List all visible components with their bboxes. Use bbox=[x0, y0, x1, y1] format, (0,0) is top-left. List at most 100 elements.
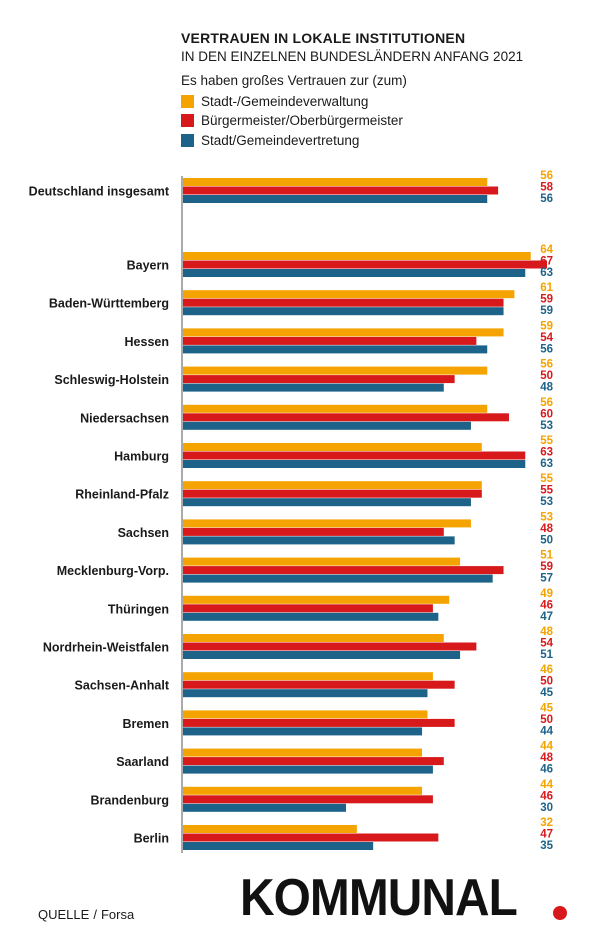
data-label: 50 bbox=[540, 370, 553, 382]
bar-vertretung bbox=[183, 498, 471, 507]
data-label: 55 bbox=[540, 473, 553, 485]
legend-label: Bürgermeister/Oberbürgermeister bbox=[201, 112, 403, 128]
legend-item-buergermeister: Bürgermeister/Oberbürgermeister bbox=[181, 112, 403, 128]
data-label: 56 bbox=[540, 193, 553, 205]
data-label: 44 bbox=[540, 741, 553, 753]
data-label: 56 bbox=[540, 170, 553, 182]
data-label: 63 bbox=[540, 267, 553, 279]
category-label: Sachsen bbox=[118, 526, 169, 540]
bar-verwaltung bbox=[183, 634, 444, 642]
source-name: Forsa bbox=[100, 907, 135, 922]
data-label: 45 bbox=[540, 702, 553, 714]
data-label: 46 bbox=[540, 664, 553, 676]
source-separator: / bbox=[93, 907, 97, 922]
bar-verwaltung bbox=[183, 748, 423, 757]
data-label: 54 bbox=[540, 332, 553, 344]
bar-vertretung bbox=[183, 651, 461, 659]
bar-verwaltung bbox=[183, 710, 428, 719]
bar-vertretung bbox=[183, 421, 471, 430]
data-label: 35 bbox=[540, 840, 553, 852]
bar-buergermeister bbox=[183, 566, 504, 575]
category-label: Hamburg bbox=[114, 450, 169, 464]
data-label: 48 bbox=[540, 382, 553, 394]
data-label: 53 bbox=[540, 420, 553, 432]
category-label: Brandenburg bbox=[91, 793, 169, 807]
bar-verwaltung bbox=[183, 825, 357, 833]
bar-vertretung bbox=[183, 307, 504, 316]
bar-verwaltung bbox=[183, 178, 488, 186]
bar-vertretung bbox=[183, 195, 488, 203]
legend-item-stadt-gemeindeverwaltung: Stadt-/Gemeindeverwaltung bbox=[181, 93, 368, 109]
bar-buergermeister bbox=[183, 375, 455, 384]
bar-buergermeister bbox=[183, 489, 482, 498]
data-label: 48 bbox=[540, 523, 553, 535]
category-label: Nordrhein-Weistfalen bbox=[43, 641, 169, 655]
data-label: 50 bbox=[540, 676, 553, 688]
bar-vertretung bbox=[183, 689, 428, 698]
category-label: Thüringen bbox=[108, 602, 169, 616]
bar-verwaltung bbox=[183, 252, 531, 260]
bar-vertretung bbox=[183, 269, 526, 277]
data-label: 61 bbox=[540, 282, 553, 294]
chart-subtitle: IN DEN EINZELNEN BUNDESLÄNDERN ANFANG 20… bbox=[181, 49, 524, 64]
data-label: 55 bbox=[540, 485, 553, 497]
data-label: 60 bbox=[540, 408, 553, 420]
bar-buergermeister bbox=[183, 527, 444, 536]
data-label: 53 bbox=[540, 511, 553, 523]
bar-verwaltung bbox=[183, 672, 433, 681]
data-label: 63 bbox=[540, 447, 553, 459]
data-label: 55 bbox=[540, 435, 553, 447]
bar-vertretung bbox=[183, 842, 374, 850]
category-label: Bremen bbox=[122, 717, 169, 731]
kommunal-logo: KOMMUNAL bbox=[240, 869, 518, 927]
bar-buergermeister bbox=[183, 718, 455, 727]
bar-buergermeister bbox=[183, 642, 477, 651]
category-label: Deutschland insgesamt bbox=[29, 185, 170, 199]
bar-verwaltung bbox=[183, 328, 504, 337]
data-label: 51 bbox=[540, 550, 553, 562]
legend-label: Stadt-/Gemeindeverwaltung bbox=[201, 93, 369, 109]
data-label: 45 bbox=[540, 687, 553, 699]
category-label: Rheinland-Pfalz bbox=[75, 488, 169, 502]
bar-verwaltung bbox=[183, 519, 471, 528]
category-label: Sachsen-Anhalt bbox=[75, 679, 170, 693]
data-label: 56 bbox=[540, 343, 553, 355]
data-label: 59 bbox=[540, 320, 553, 332]
data-label: 63 bbox=[540, 458, 553, 470]
category-label: Hessen bbox=[125, 335, 169, 349]
data-label: 48 bbox=[540, 626, 553, 638]
data-label: 44 bbox=[540, 725, 553, 737]
data-label: 30 bbox=[540, 802, 553, 814]
category-label: Niedersachsen bbox=[80, 411, 169, 425]
legend-swatch-red bbox=[181, 113, 194, 127]
source-label: QUELLE bbox=[38, 907, 90, 922]
data-label: 56 bbox=[540, 359, 553, 371]
category-label: Schleswig-Holstein bbox=[54, 373, 169, 387]
legend-swatch-blue bbox=[181, 133, 194, 147]
bar-vertretung bbox=[183, 765, 433, 774]
data-label: 51 bbox=[540, 649, 553, 661]
bar-buergermeister bbox=[183, 795, 433, 804]
data-label: 48 bbox=[540, 752, 553, 764]
data-label: 50 bbox=[540, 534, 553, 546]
bar-buergermeister bbox=[183, 604, 433, 613]
data-label: 64 bbox=[540, 244, 553, 256]
logo-dot-icon bbox=[553, 906, 567, 920]
data-label: 50 bbox=[540, 714, 553, 726]
bar-buergermeister bbox=[183, 451, 526, 460]
bar-verwaltung bbox=[183, 290, 515, 299]
legend-item-gemeindevertretung: Stadt/Gemeindevertretung bbox=[181, 132, 359, 148]
data-label: 59 bbox=[540, 294, 553, 306]
data-label: 47 bbox=[540, 611, 553, 623]
bar-vertretung bbox=[183, 536, 455, 545]
bar-buergermeister bbox=[183, 680, 455, 689]
bar-verwaltung bbox=[183, 366, 488, 375]
data-label: 67 bbox=[540, 256, 553, 268]
data-label: 57 bbox=[540, 573, 553, 585]
bar-vertretung bbox=[183, 460, 526, 468]
data-label: 44 bbox=[540, 779, 553, 791]
data-label: 49 bbox=[540, 588, 553, 600]
bar-buergermeister bbox=[183, 186, 499, 195]
bar-buergermeister bbox=[183, 298, 504, 307]
